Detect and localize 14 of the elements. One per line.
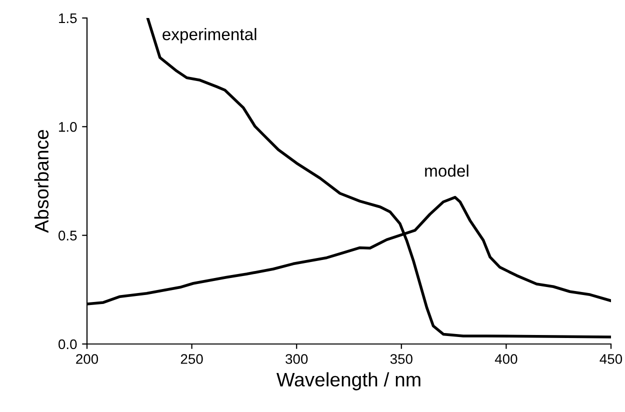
x-tick-label: 200 [76,354,98,364]
x-tick-label: 300 [286,354,308,364]
y-tick-label: 0.5 [58,230,77,241]
x-axis-title: Wavelength / nm [276,372,420,390]
y-tick-label: 1.0 [59,122,77,132]
x-tick-label: 400 [494,354,518,364]
x-tick-label: 450 [600,354,622,364]
y-tick-label: 1.5 [59,13,77,24]
x-tick-label: 350 [390,354,412,364]
series-label: model [425,164,468,177]
y-tick-label: 0.0 [58,339,77,350]
series-label: experimental [162,28,256,44]
y-axis-title: Absorbance [34,130,49,233]
x-tick-label: 250 [180,354,203,364]
